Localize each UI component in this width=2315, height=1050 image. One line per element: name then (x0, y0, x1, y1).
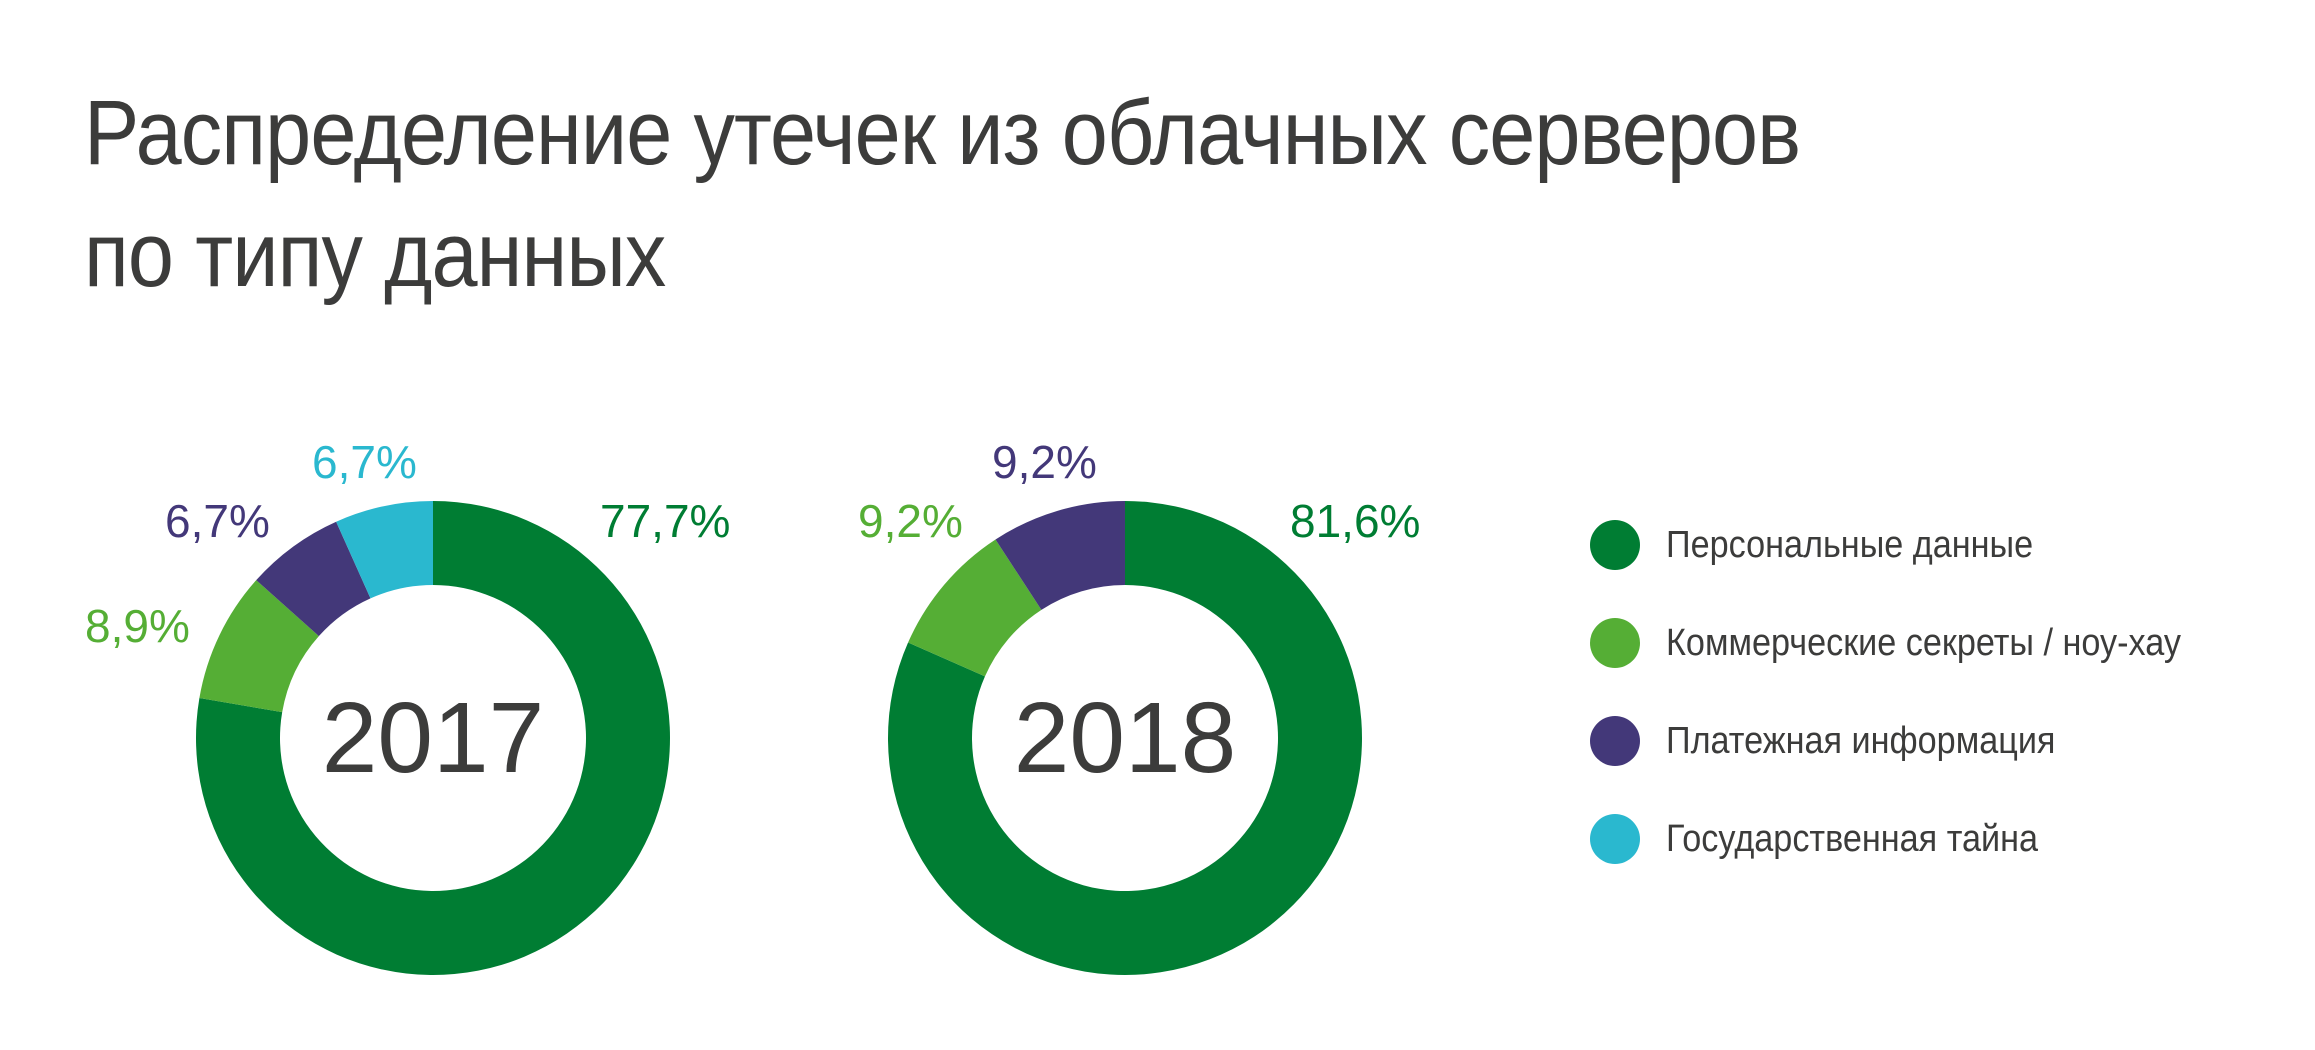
legend-label: Персональные данные (1666, 523, 2034, 566)
legend-item-commercial: Коммерческие секреты / ноу-хау (1590, 594, 2238, 692)
label-2017-payment: 6,7% (165, 495, 270, 547)
legend-dot-icon (1590, 716, 1640, 766)
donut-segment (887, 501, 1362, 975)
legend-item-payment: Платежная информация (1590, 692, 2238, 790)
legend-dot-icon (1590, 618, 1640, 668)
donut-2018-year: 2018 (1014, 682, 1236, 794)
donut-2017-year: 2017 (322, 682, 544, 794)
label-2017-personal: 77,7% (600, 495, 730, 547)
chart-title-line-2: по типу данных (84, 204, 666, 306)
legend-item-state: Государственная тайна (1590, 790, 2238, 888)
label-2018-personal: 81,6% (1290, 495, 1420, 547)
donut-segment (908, 539, 1042, 677)
legend-label: Платежная информация (1666, 719, 2056, 762)
donut-segment (995, 501, 1125, 610)
donut-segment (199, 580, 319, 713)
label-2018-payment: 9,2% (992, 436, 1097, 488)
legend-item-personal: Персональные данные (1590, 496, 2238, 594)
donut-2018 (887, 501, 1362, 975)
legend-dot-icon (1590, 814, 1640, 864)
chart-title: Распределение утечек из облачных серверо… (84, 72, 1801, 316)
donut-segment (336, 501, 433, 599)
donut-2017 (196, 501, 671, 976)
legend-dot-icon (1590, 520, 1640, 570)
legend-label: Государственная тайна (1666, 817, 2039, 860)
label-2018-commercial: 9,2% (858, 495, 963, 547)
legend: Персональные данные Коммерческие секреты… (1590, 496, 2238, 888)
donut-segment (256, 521, 371, 637)
legend-label: Коммерческие секреты / ноу-хау (1666, 621, 2181, 664)
label-2017-commercial: 8,9% (85, 600, 190, 652)
label-2017-state: 6,7% (312, 436, 417, 488)
donut-segment (196, 501, 671, 976)
chart-title-line-1: Распределение утечек из облачных серверо… (84, 82, 1801, 184)
